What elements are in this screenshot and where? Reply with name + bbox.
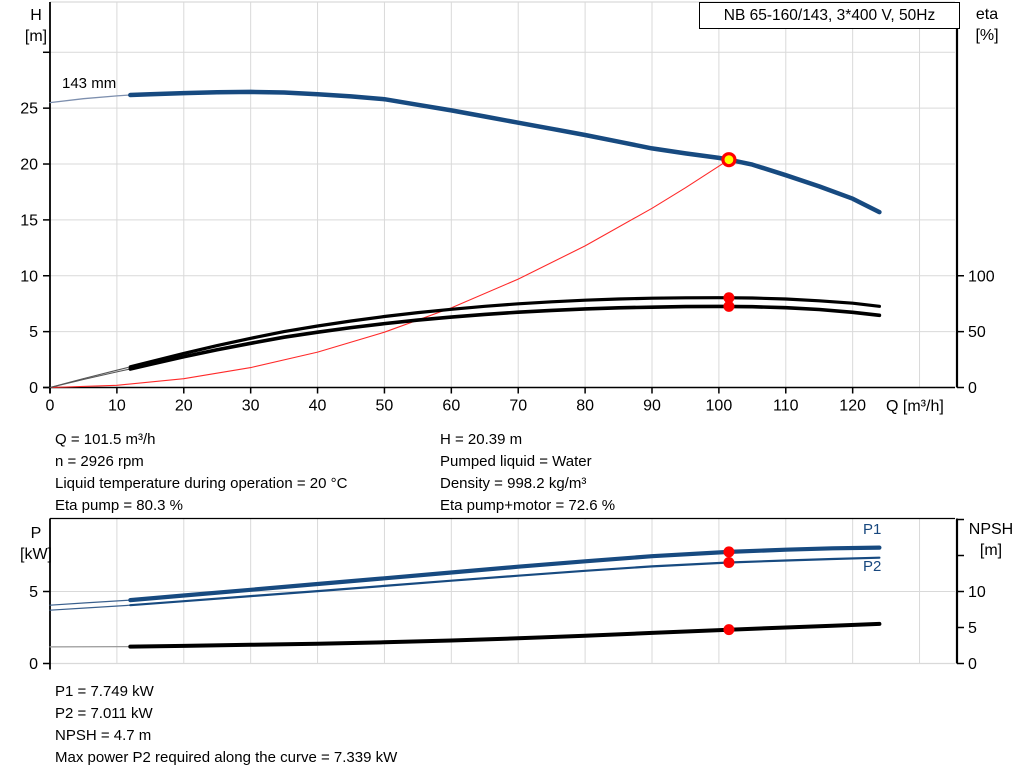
duty-info-left: Q = 101.5 m³/h n = 2926 rpm Liquid tempe… (55, 429, 347, 517)
q-axis-title: Q [m³/h] (886, 398, 944, 415)
p2-curve-label: P2 (863, 558, 882, 575)
y-tick-label-left: 0 (29, 380, 38, 397)
x-tick-label: 70 (509, 398, 527, 415)
info-line-max-power: Max power P2 required along the curve = … (55, 749, 398, 766)
x-tick-label: 100 (706, 398, 733, 415)
x-tick-label: 110 (773, 398, 799, 415)
p1-curve (128, 545, 882, 603)
eta-pump-motor-point (723, 300, 735, 312)
h-axis-title-unit: [m] (24, 28, 48, 45)
p-axis-title: P [kW] (12, 523, 60, 565)
x-tick-label: 40 (309, 398, 327, 415)
x-tick-label: 60 (442, 398, 460, 415)
p2-point (723, 557, 735, 569)
duty-point (721, 152, 737, 168)
eta-axis-title: eta [%] (964, 4, 1010, 46)
y-tick-label-left: 5 (29, 324, 38, 341)
p1-curve-label: P1 (863, 521, 882, 538)
x-tick-label: 50 (376, 398, 394, 415)
info-line-liquid-temp: Liquid temperature during operation = 20… (55, 475, 348, 492)
info-line-p1: P1 = 7.749 kW (55, 683, 154, 700)
eta-pump-motor-curve-lead-in (49, 368, 131, 389)
p2-curve-lead-in (49, 604, 131, 611)
npsh-axis-title: NPSH [m] (960, 519, 1022, 561)
x-tick-label: 120 (839, 398, 866, 415)
duty-info-bottom: P1 = 7.749 kW P2 = 7.011 kW NPSH = 4.7 m… (55, 681, 397, 769)
npsh-axis-title-unit: [m] (979, 542, 1003, 559)
impeller-diameter-label: 143 mm (62, 75, 117, 92)
x-tick-label: 90 (643, 398, 661, 415)
system-curve (49, 159, 730, 389)
head-curve (128, 89, 882, 215)
y-tick-label-right: 100 (968, 268, 995, 285)
info-line-eta-pump-motor: Eta pump+motor = 72.6 % (440, 497, 616, 514)
eta-axis-title-unit: [%] (975, 27, 999, 44)
info-line-pumped-liquid: Pumped liquid = Water (440, 453, 592, 470)
p-axis-title-symbol: P (30, 525, 42, 542)
y-tick-label-left: 5 (29, 584, 38, 601)
info-line-p2: P2 = 7.011 kW (55, 705, 153, 722)
eta-pump-motor-curve (128, 304, 882, 371)
p1-curve-lead-in (49, 599, 131, 606)
x-tick-label: 10 (108, 398, 126, 415)
y-tick-label-right: 50 (968, 324, 986, 341)
x-tick-label: 30 (242, 398, 260, 415)
y-tick-label-left: 0 (29, 656, 38, 673)
npsh-curve (128, 621, 882, 649)
eta-axis-title-symbol: eta (975, 6, 999, 23)
eta-pump-curve (128, 296, 882, 369)
info-line-density: Density = 998.2 kg/m³ (440, 475, 587, 492)
info-line-npsh: NPSH = 4.7 m (55, 727, 152, 744)
y-tick-label-left: 10 (20, 268, 38, 285)
info-line-q: Q = 101.5 m³/h (55, 431, 156, 448)
p-axis-title-unit: [kW] (20, 546, 52, 563)
x-tick-label: 80 (576, 398, 594, 415)
p2-curve (129, 556, 881, 607)
pump-title-text: NB 65-160/143, 3*400 V, 50Hz (723, 7, 936, 24)
y-tick-label-left: 25 (20, 101, 38, 118)
x-tick-label: 20 (175, 398, 193, 415)
y-tick-label-left: 15 (20, 212, 38, 229)
y-tick-label-right: 0 (968, 656, 977, 673)
x-tick-label: 0 (46, 398, 55, 415)
duty-info-right: H = 20.39 m Pumped liquid = Water Densit… (440, 429, 615, 517)
y-tick-label-right: 5 (968, 620, 977, 637)
y-tick-label-right: 0 (968, 380, 977, 397)
info-line-h: H = 20.39 m (440, 431, 523, 448)
info-line-n: n = 2926 rpm (55, 453, 144, 470)
y-tick-label-right: 10 (968, 584, 986, 601)
h-axis-title-symbol: H (30, 7, 42, 24)
npsh-point (723, 624, 735, 636)
h-axis-title: H [m] (14, 5, 58, 47)
eta-pump-point (723, 292, 735, 304)
head-curve-lead-in (49, 94, 131, 104)
y-tick-label-left: 20 (20, 157, 38, 174)
info-line-eta-pump: Eta pump = 80.3 % (55, 497, 183, 514)
pump-title-box: NB 65-160/143, 3*400 V, 50Hz (699, 2, 960, 29)
npsh-axis-title-symbol: NPSH (968, 521, 1014, 538)
p1-point (723, 546, 735, 558)
